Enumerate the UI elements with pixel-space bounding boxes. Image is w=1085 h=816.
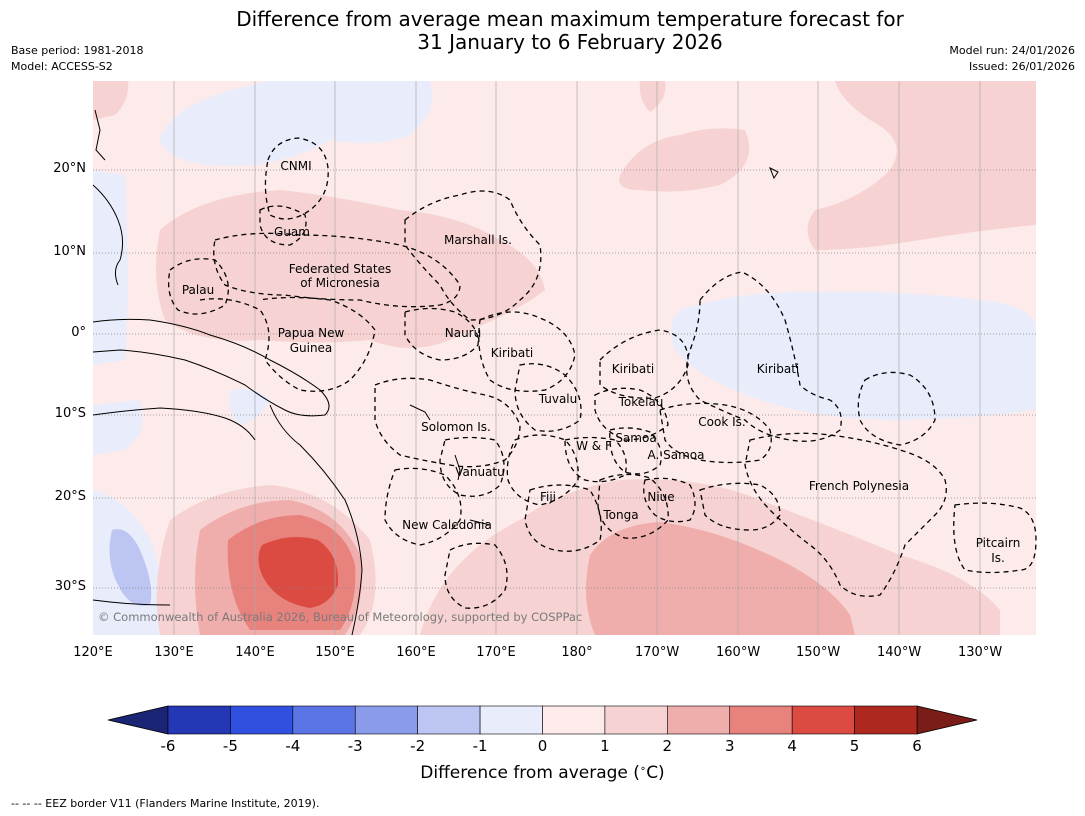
colorbar-swatch — [854, 705, 918, 735]
title-line-2: 31 January to 6 February 2026 — [417, 30, 723, 54]
colorbar-tick-label: -1 — [473, 737, 488, 755]
longitude-tick-label: 150°E — [315, 645, 355, 660]
region-label: Vanuatu — [455, 465, 505, 479]
colorbar-swatch — [417, 705, 481, 735]
title-line-1: Difference from average mean maximum tem… — [236, 7, 904, 31]
region-label: Guam — [274, 225, 310, 239]
colorbar-tick-label: -3 — [348, 737, 363, 755]
colorbar-tick-label: 1 — [600, 737, 610, 755]
latitude-tick-label: 30°S — [54, 579, 86, 594]
region-label: Marshall Is. — [444, 233, 512, 247]
colorbar-tick-label: 4 — [787, 737, 797, 755]
region-label: Kiribati — [757, 362, 799, 376]
region-label: Papua New — [278, 326, 345, 340]
region-label: Tokelau — [618, 395, 664, 409]
model-run: Model run: 24/01/2026 — [949, 44, 1075, 57]
longitude-tick-label: 170°W — [635, 645, 680, 660]
base-period: Base period: 1981-2018 — [11, 44, 144, 57]
longitude-tick-label: 170°E — [476, 645, 516, 660]
region-label: of Micronesia — [300, 276, 380, 290]
colorbar-label: Difference from average (∘C) — [420, 763, 665, 783]
latitude-tick-label: 10°N — [53, 244, 86, 259]
longitude-tick-label: 140°W — [877, 645, 922, 660]
region-label: Kiribati — [612, 362, 654, 376]
colorbar-tick-label: -6 — [161, 737, 176, 755]
longitude-tick-label: 160°E — [396, 645, 436, 660]
issued-date: Issued: 26/01/2026 — [968, 60, 1075, 73]
region-label: Nauru — [445, 326, 481, 340]
colorbar-swatch — [292, 705, 356, 735]
longitude-tick-label: 150°W — [796, 645, 841, 660]
region-label: Tuvalu — [538, 392, 578, 406]
region-label: Kiribati — [491, 346, 533, 360]
colorbar-swatch — [791, 705, 855, 735]
region-label: Samoa — [615, 431, 656, 445]
region-label: CNMI — [280, 159, 311, 173]
colorbar-swatch — [354, 705, 418, 735]
colorbar-tick-label: 2 — [663, 737, 673, 755]
colorbar-tick-label: -5 — [223, 737, 238, 755]
region-label: Fiji — [540, 490, 556, 504]
colorbar-tick-label: -4 — [285, 737, 300, 755]
longitude-tick-label: 130°W — [958, 645, 1003, 660]
latitude-tick-label: 10°S — [54, 406, 86, 421]
latitude-tick-label: 20°N — [53, 161, 86, 176]
region-label: Tonga — [602, 508, 638, 522]
region-label: A. Samoa — [648, 448, 705, 462]
colorbar-swatch — [542, 705, 606, 735]
meta-right: Model run: 24/01/2026 Issued: 26/01/2026 — [949, 43, 1075, 75]
region-label: W & F — [576, 439, 612, 453]
colorbar: -6 -5 -4 -3 -2 -1 0 1 2 3 4 5 6 — [107, 705, 978, 755]
region-label: Federated States — [289, 262, 391, 276]
colorbar-swatch — [667, 705, 731, 735]
colorbar-swatch — [167, 705, 231, 735]
coastlines — [92, 109, 779, 636]
region-label: Solomon Is. — [421, 420, 491, 434]
chart-title: Difference from average mean maximum tem… — [0, 8, 1085, 54]
meta-left: Base period: 1981-2018 Model: ACCESS-S2 — [11, 43, 143, 75]
longitude-tick-label: 130°E — [154, 645, 194, 660]
region-label: New Caledonia — [402, 518, 492, 532]
region-label: Cook Is. — [698, 415, 745, 429]
colorbar-swatch — [479, 705, 543, 735]
anomaly-field — [93, 81, 1036, 635]
eez-borders — [167, 137, 1037, 609]
longitude-tick-label: 180° — [561, 645, 593, 660]
copyright-watermark: © Commonwealth of Australia 2026, Bureau… — [98, 610, 582, 624]
latitude-tick-label: 20°S — [54, 489, 86, 504]
colorbar-swatch — [604, 705, 668, 735]
colorbar-tick-label: 3 — [725, 737, 735, 755]
colorbar-over-arrow — [916, 705, 978, 735]
colorbar-tick-label: 5 — [850, 737, 860, 755]
colorbar-swatch — [230, 705, 294, 735]
region-label: Is. — [991, 551, 1005, 565]
model-name: Model: ACCESS-S2 — [11, 60, 113, 73]
colorbar-swatch — [729, 705, 793, 735]
region-label: Pitcairn — [976, 536, 1021, 550]
footer-note: -- -- -- EEZ border V11 (Flanders Marine… — [11, 797, 320, 810]
colorbar-tick-label: 0 — [538, 737, 548, 755]
longitude-tick-label: 120°E — [73, 645, 113, 660]
latitude-tick-label: 0° — [71, 325, 86, 340]
colorbar-tick-label: 6 — [912, 737, 922, 755]
colorbar-tick-label: -2 — [410, 737, 425, 755]
region-label: French Polynesia — [809, 479, 909, 493]
region-label: Palau — [182, 283, 214, 297]
colorbar-under-arrow — [107, 705, 169, 735]
longitude-tick-label: 160°W — [716, 645, 761, 660]
colorbar-title: Difference from average (∘C) — [0, 763, 1085, 783]
longitude-tick-label: 140°E — [235, 645, 275, 660]
region-label: Niue — [647, 490, 674, 504]
region-label: Guinea — [290, 341, 333, 355]
